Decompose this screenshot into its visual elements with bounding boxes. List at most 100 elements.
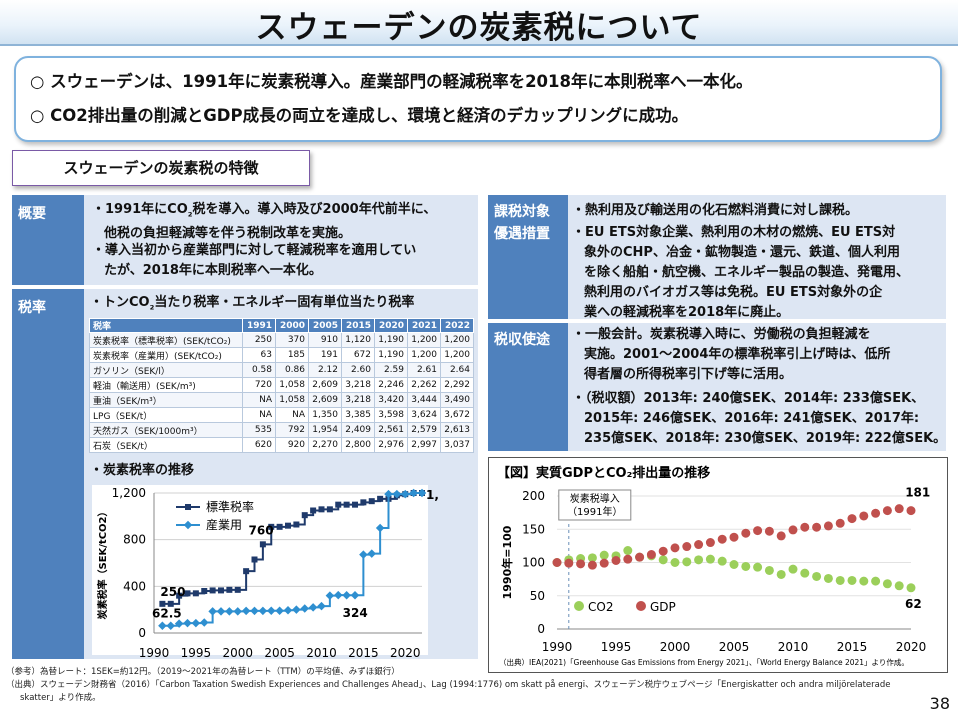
data-point-co2 xyxy=(741,561,751,571)
data-label: 324 xyxy=(343,606,368,620)
table-cell-value: 1,058 xyxy=(275,377,309,393)
data-label: 760 xyxy=(249,523,274,537)
data-point xyxy=(183,618,192,628)
intro-callout-line1: 炭素税導入 xyxy=(570,492,620,505)
data-point-gdp xyxy=(788,525,798,535)
footnote-3: skatter」より作成。 xyxy=(20,693,101,703)
x-tick-label: 2000 xyxy=(222,646,253,660)
data-point-co2 xyxy=(658,555,668,565)
data-point-co2 xyxy=(823,573,833,583)
legend-label-co2: CO2 xyxy=(588,600,613,614)
data-point-gdp xyxy=(894,504,904,514)
table-cell-value: 2,800 xyxy=(341,437,375,453)
y-tick-label: 800 xyxy=(123,533,146,547)
data-point-co2 xyxy=(847,575,857,585)
footnote-2: （出典）スウェーデン財務省（2016）「Carbon Taxation Swed… xyxy=(6,680,891,690)
data-point xyxy=(360,499,367,506)
table-row: ガソリン（SEK/l） 0.58 0.86 2.12 2.60 2.59 2.61 2.64 xyxy=(89,362,474,378)
gdp-co2-chart: 【図】実質GDPとCO₂排出量の推移 0 50 100 150 200 1990 1995 20… xyxy=(497,465,930,667)
data-point-co2 xyxy=(882,579,892,589)
table-cell-value: 2,579 xyxy=(407,422,441,438)
data-point-gdp xyxy=(882,506,892,516)
y-tick-label: 1,200 xyxy=(112,486,146,500)
table-row: 軽油（輸送用）(SEK/m³) 720 1,058 2,609 3,218 2,246 2,… xyxy=(89,377,474,393)
table-cell-value: 1,200 xyxy=(407,347,441,363)
target-bullet-2: ・EU ETS対象企業、熱利用の木材の燃焼、EU ETS対 象外のCHP、冶金・鉱… xyxy=(572,223,909,323)
data-point-co2 xyxy=(835,575,845,585)
series-line-standard xyxy=(162,492,422,605)
target-content: ・熱利用及び輸送用の化石燃料消費に対し課税。 ・EU ETS対象企業、熱利用の木… xyxy=(568,195,946,320)
data-point xyxy=(293,521,300,528)
data-point xyxy=(392,489,402,499)
table-cell-label: 石炭（SEK/t） xyxy=(89,437,243,453)
table-cell-value: 2,997 xyxy=(407,437,441,453)
table-cell-label: ガソリン（SEK/l） xyxy=(89,362,243,378)
data-point-co2 xyxy=(729,559,739,569)
x-tick-label: 2005 xyxy=(264,646,295,660)
x-tick-label: 2010 xyxy=(778,640,809,654)
y-tick-label: 200 xyxy=(522,489,545,503)
table-cell-value: 1,190 xyxy=(374,332,408,348)
data-point xyxy=(216,607,226,616)
table-cell-value: 1,954 xyxy=(308,422,342,438)
legend-marker-co2 xyxy=(574,601,584,611)
data-point xyxy=(268,523,275,530)
data-point xyxy=(258,606,268,616)
data-point-gdp xyxy=(741,528,751,538)
data-point-gdp xyxy=(611,556,621,566)
x-tick-label: 1990 xyxy=(542,640,573,654)
x-tick-label: 1990 xyxy=(139,646,170,660)
data-point-gdp xyxy=(623,554,633,564)
header-band xyxy=(0,0,958,46)
table-cell-value: 2,609 xyxy=(308,392,342,408)
data-point xyxy=(233,607,242,616)
data-point xyxy=(158,621,167,630)
table-body: 炭素税率（標準税率）(SEK/tCO₂) 250 370 910 1,120 1,190 1… xyxy=(89,332,474,453)
data-label: 1,200 xyxy=(426,488,438,502)
data-point-gdp xyxy=(552,558,562,567)
data-point-co2 xyxy=(906,583,916,593)
table-cell-value: 2,409 xyxy=(341,422,375,438)
table-cell-value: 1,200 xyxy=(440,332,474,348)
intro-callout-line2: （1991年） xyxy=(567,505,622,518)
data-point-co2 xyxy=(587,553,597,563)
rate-label: 税率 xyxy=(12,289,84,659)
table-cell-value: 1,058 xyxy=(275,392,309,408)
table-cell-label: 重油（SEK/m³） xyxy=(89,392,243,408)
x-tick-label: 2020 xyxy=(390,646,421,660)
series-line-industry xyxy=(162,492,422,627)
overview-label: 概要 xyxy=(12,195,84,285)
data-point-co2 xyxy=(670,558,680,567)
overview-b1-c: 他税の負担軽減等を伴う税制改革を実施。 xyxy=(104,225,352,241)
table-header-year: 2022 xyxy=(440,318,474,333)
section-title-box: スウェーデンの炭素税の特徴 xyxy=(12,150,310,186)
data-point xyxy=(292,605,301,614)
table-cell-value: 720 xyxy=(242,377,276,393)
data-point xyxy=(334,590,343,600)
table-header-year: 2000 xyxy=(275,318,309,333)
table-cell-value: NA xyxy=(275,407,309,423)
data-point-gdp xyxy=(859,511,869,521)
table-cell-value: 1,200 xyxy=(440,347,474,363)
table-cell-value: 3,218 xyxy=(341,377,375,393)
table-cell-value: 2,613 xyxy=(440,422,474,438)
page-number: 38 xyxy=(929,694,950,713)
rate-label-text: 税率 xyxy=(18,300,46,316)
data-point xyxy=(226,586,233,593)
data-point xyxy=(259,541,266,548)
table-cell-value: 2.59 xyxy=(374,362,408,378)
tax-chart-box xyxy=(92,485,428,655)
usage-bullet-2: ・（税収額）2013年: 240億SEK、2014年: 233億SEK、 2015… xyxy=(572,389,946,449)
target-bullet-1: ・熱利用及び輸送用の化石燃料消費に対し課税。 xyxy=(572,203,859,218)
y-tick-label: 0 xyxy=(138,626,146,640)
table-cell-value: 3,624 xyxy=(407,407,441,423)
data-point xyxy=(184,590,191,597)
data-point-gdp xyxy=(717,534,727,544)
usage-label: 税収使途 xyxy=(488,323,568,451)
table-cell-value: 3,218 xyxy=(341,392,375,408)
data-point xyxy=(325,591,335,600)
data-point-gdp xyxy=(729,532,739,542)
summary-line-1: ○ スウェーデンは、1991年に炭素税導入。産業部門の軽減税率を2018年に本則… xyxy=(30,72,753,91)
x-tick-label: 2015 xyxy=(837,640,868,654)
data-point xyxy=(368,498,375,505)
